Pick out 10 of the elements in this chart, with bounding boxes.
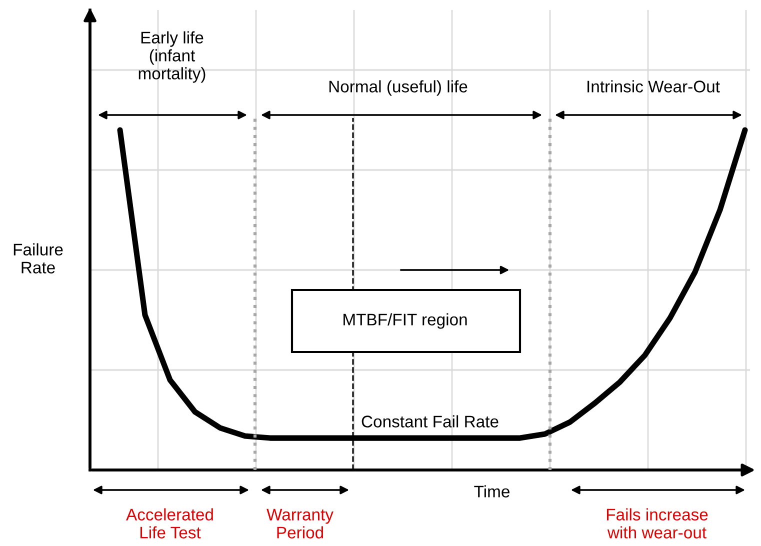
text: Warranty Period: [266, 508, 334, 538]
text: Early life (infant mortality): [138, 31, 206, 83]
annotation: Constant Fail Rate: [362, 415, 498, 428]
text: Normal (useful) life: [329, 80, 468, 96]
y-axis-title: Failure Rate: [14, 243, 63, 274]
text: Accelerated Life Test: [126, 508, 213, 538]
annotation: MTBF/FIT region: [344, 313, 467, 329]
text: Intrinsic Wear-Out: [588, 80, 720, 92]
text: Fails increase with wear-out: [606, 508, 708, 538]
x-axis-title: Time: [474, 485, 510, 498]
